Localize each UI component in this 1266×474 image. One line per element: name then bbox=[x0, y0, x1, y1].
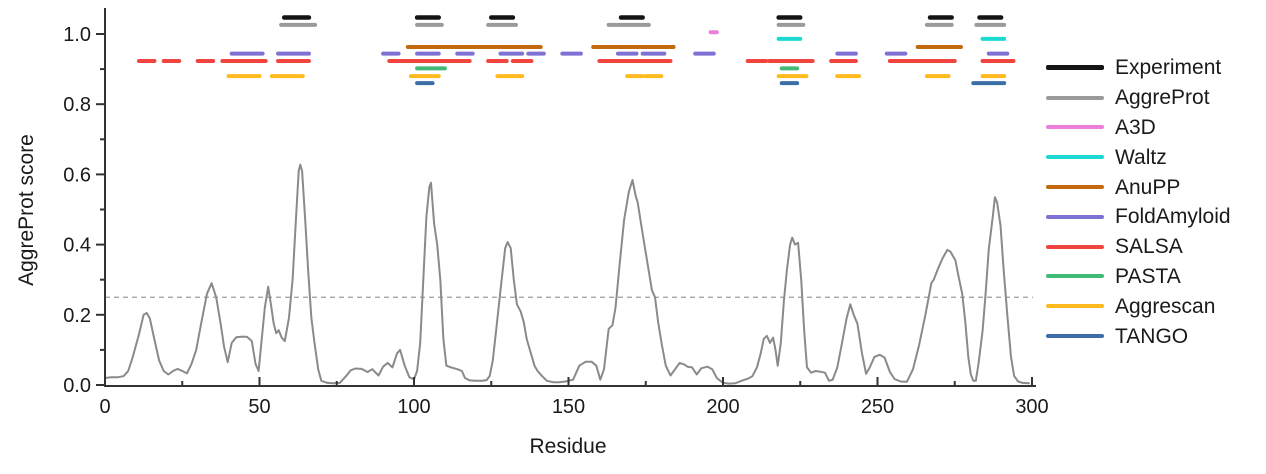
legend-label: A3D bbox=[1115, 115, 1156, 139]
legend-swatch bbox=[1046, 155, 1104, 160]
y-tick-label: 0.4 bbox=[63, 235, 91, 257]
aggreprot-score-curve bbox=[104, 163, 1030, 385]
legend-label: AggreProt bbox=[1115, 86, 1210, 110]
legend-item-salsa: SALSA bbox=[1046, 232, 1231, 262]
x-axis-title: Residue bbox=[529, 435, 606, 458]
legend-label: SALSA bbox=[1115, 235, 1183, 259]
x-tick-label: 100 bbox=[397, 396, 430, 418]
y-tick-label: 0.0 bbox=[63, 375, 91, 397]
legend-label: FoldAmyloid bbox=[1115, 205, 1231, 229]
legend-item-tango: TANGO bbox=[1046, 321, 1231, 351]
y-tick-label: 0.8 bbox=[63, 94, 91, 116]
legend-label: Waltz bbox=[1115, 145, 1167, 169]
x-tick-label: 250 bbox=[861, 396, 894, 418]
legend-item-experiment: Experiment bbox=[1046, 53, 1231, 83]
legend-swatch bbox=[1046, 334, 1104, 339]
legend-swatch bbox=[1046, 95, 1104, 100]
legend-swatch bbox=[1046, 185, 1104, 190]
axes bbox=[96, 8, 1036, 387]
legend-label: AnuPP bbox=[1115, 175, 1181, 199]
legend-swatch bbox=[1046, 274, 1104, 279]
y-tick-label: 1.0 bbox=[63, 24, 91, 46]
legend: Experiment AggreProt A3D Waltz AnuPP FoldAmyl… bbox=[1046, 53, 1231, 351]
legend-item-a3d: A3D bbox=[1046, 113, 1231, 143]
y-tick-label: 0.2 bbox=[63, 305, 91, 327]
legend-label: PASTA bbox=[1115, 264, 1181, 288]
x-tick-label: 200 bbox=[706, 396, 739, 418]
legend-swatch bbox=[1046, 125, 1104, 130]
plot-area: 0.0 0.2 0.4 0.6 0.8 1.0 0 50 100 150 200 250 300 bbox=[63, 8, 1049, 418]
legend-item-pasta: PASTA bbox=[1046, 262, 1231, 292]
y-axis-title: AggreProt score bbox=[15, 134, 38, 286]
legend-swatch bbox=[1046, 244, 1104, 249]
legend-item-waltz: Waltz bbox=[1046, 142, 1231, 172]
legend-item-aggrescan: Aggrescan bbox=[1046, 291, 1231, 321]
legend-swatch bbox=[1046, 65, 1104, 71]
legend-item-aggreprot: AggreProt bbox=[1046, 83, 1231, 113]
legend-label: TANGO bbox=[1115, 324, 1189, 348]
legend-swatch bbox=[1046, 214, 1104, 219]
x-tick-label: 150 bbox=[552, 396, 585, 418]
x-tick-label: 0 bbox=[99, 396, 110, 418]
annotation-tracks bbox=[136, 15, 1016, 86]
x-tick-label: 50 bbox=[248, 396, 270, 418]
legend-swatch bbox=[1046, 304, 1104, 309]
x-tick-label: 300 bbox=[1015, 396, 1048, 418]
y-tick-label: 0.6 bbox=[63, 164, 91, 186]
legend-item-anupp: AnuPP bbox=[1046, 172, 1231, 202]
legend-label: Experiment bbox=[1115, 56, 1222, 80]
legend-item-foldamyloid: FoldAmyloid bbox=[1046, 202, 1231, 232]
legend-label: Aggrescan bbox=[1115, 294, 1216, 318]
